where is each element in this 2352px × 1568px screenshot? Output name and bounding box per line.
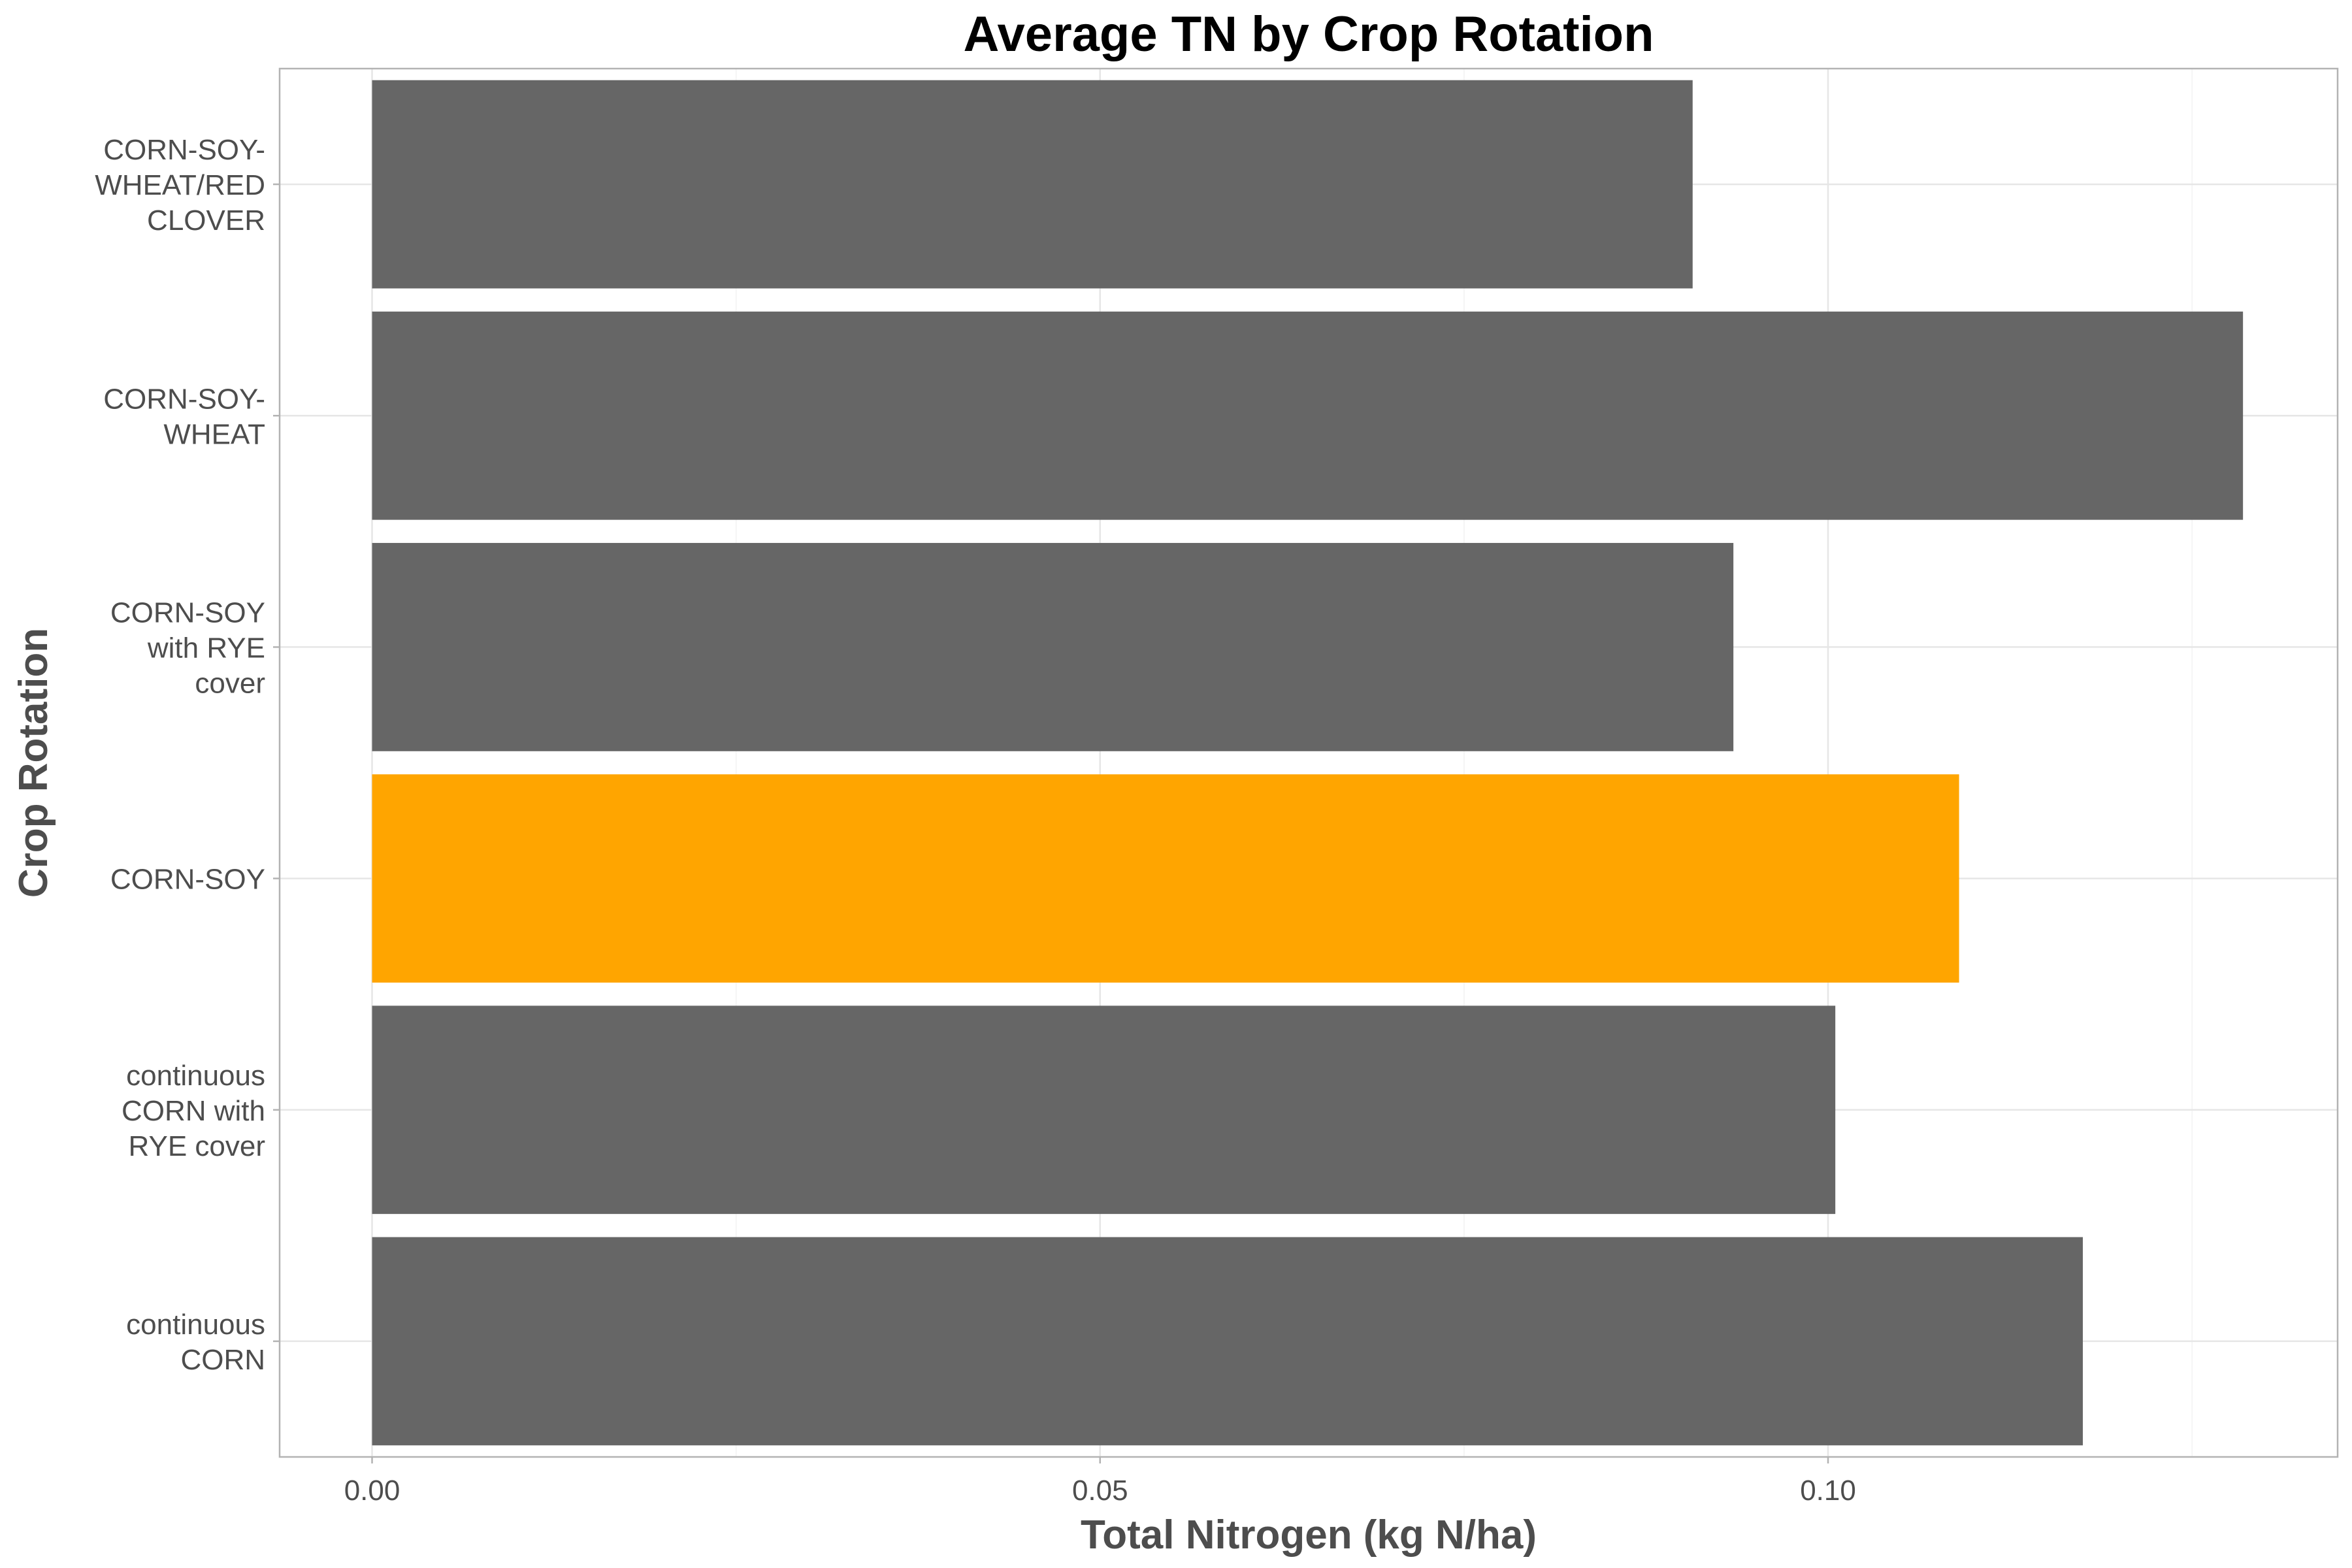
bar-corn-soy-wheat <box>372 311 2244 520</box>
y-tick-label-line: CORN-SOY- <box>103 383 265 415</box>
y-tick-label: CORN-SOY-WHEAT/RED CLOVER <box>95 134 265 237</box>
x-tick-label: 0.00 <box>344 1475 400 1507</box>
y-tick-label: CORN-SOY with RYE cover <box>110 596 265 699</box>
plot-panel-border <box>278 67 2339 1458</box>
x-axis-ticks: 0.00 0.05 0.10 <box>344 1457 1856 1507</box>
y-tick-label-line: cover <box>195 667 265 699</box>
bar-corn-soy-wheat-red-clover <box>372 80 1693 289</box>
y-tick-label-line: CORN-SOY <box>110 864 265 896</box>
y-tick-label-line: continuous <box>126 1060 265 1092</box>
y-tick-label-line: CLOVER <box>147 204 265 237</box>
y-tick-label-line: RYE cover <box>129 1130 266 1162</box>
x-tick-label: 0.05 <box>1072 1475 1128 1507</box>
y-tick-label-line: CORN-SOY <box>110 596 265 629</box>
bar-continuous-corn-with-rye-cover <box>372 1005 1836 1215</box>
x-axis-title: Total Nitrogen (kg N/ha) <box>1081 1512 1537 1558</box>
y-tick-label: continuous CORN with RYE cover <box>122 1060 265 1162</box>
chart-title: Average TN by Crop Rotation <box>963 7 1654 62</box>
bar-continuous-corn <box>372 1237 2083 1446</box>
bar-corn-soy <box>372 774 1959 983</box>
y-tick-label: CORN-SOY <box>110 864 265 896</box>
y-tick-label-line: CORN-SOY- <box>103 134 265 166</box>
y-tick-label-line: CORN <box>180 1344 265 1376</box>
y-tick-label: CORN-SOY-WHEAT <box>103 383 265 450</box>
x-tick-label: 0.10 <box>1800 1475 1856 1507</box>
bars <box>372 80 2244 1446</box>
y-tick-label-line: WHEAT/RED <box>95 169 265 201</box>
y-tick-label: continuous CORN <box>126 1309 265 1376</box>
y-tick-label-line: CORN with <box>122 1095 265 1127</box>
y-axis-title: Crop Rotation <box>11 628 56 898</box>
y-tick-label-line: with RYE <box>147 632 265 664</box>
y-tick-label-line: WHEAT <box>163 418 265 450</box>
bar-corn-soy-with-rye-cover <box>372 543 1734 751</box>
y-tick-label-line: continuous <box>126 1309 265 1341</box>
